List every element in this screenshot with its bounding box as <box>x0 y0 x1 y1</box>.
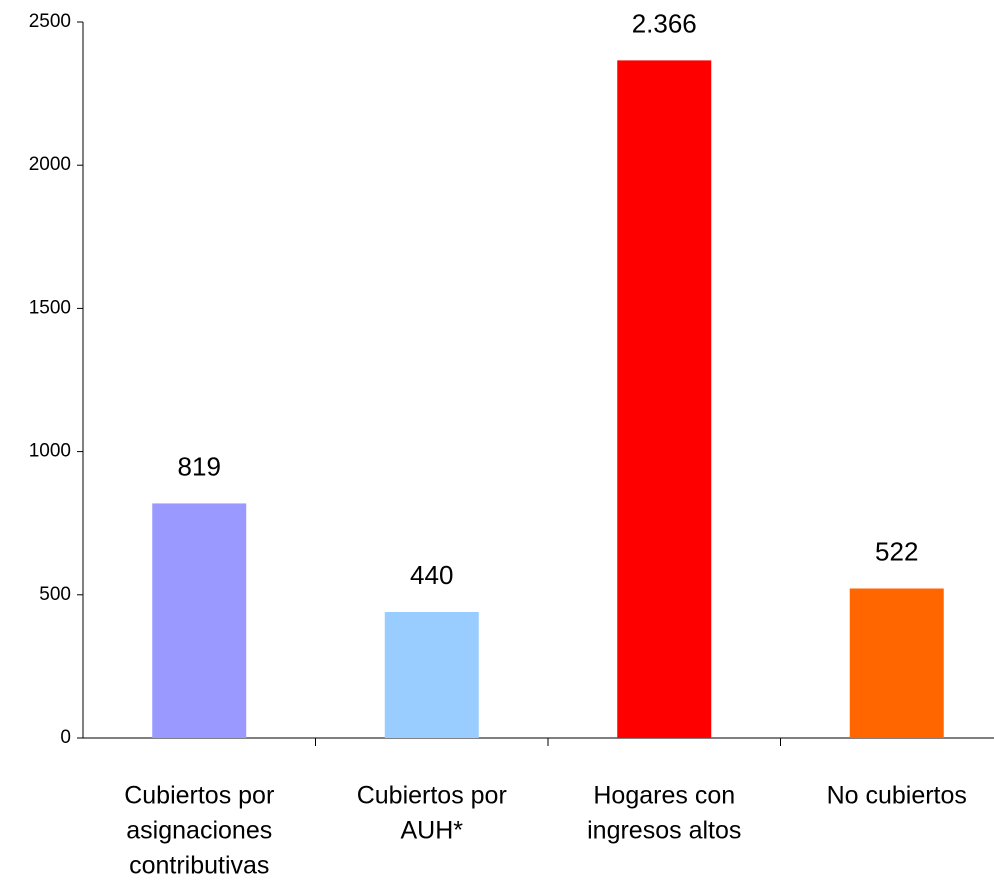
y-tick-label: 1500 <box>29 297 71 318</box>
x-tick-label: Hogares con <box>593 782 735 810</box>
x-tick-label: asignaciones <box>126 817 272 845</box>
x-tick-label: contributivas <box>129 852 269 880</box>
bar <box>617 60 712 738</box>
y-tick-label: 1000 <box>29 441 71 462</box>
y-tick-label: 2500 <box>29 11 71 32</box>
value-label: 2.366 <box>632 8 697 38</box>
x-tick-label: No cubiertos <box>827 782 967 810</box>
value-label: 522 <box>875 536 918 566</box>
y-tick-label: 0 <box>60 727 71 748</box>
x-tick-label: Cubiertos por <box>357 782 507 810</box>
x-tick-label: AUH* <box>400 817 463 845</box>
x-tick-label: ingresos altos <box>587 817 741 845</box>
bar <box>152 503 247 738</box>
x-tick-label: Cubiertos por <box>124 782 274 810</box>
bar <box>849 588 944 738</box>
bar <box>384 611 479 738</box>
value-label: 819 <box>178 451 221 481</box>
y-tick-label: 2000 <box>29 154 71 175</box>
y-tick-label: 500 <box>39 584 71 605</box>
value-label: 440 <box>410 560 453 590</box>
